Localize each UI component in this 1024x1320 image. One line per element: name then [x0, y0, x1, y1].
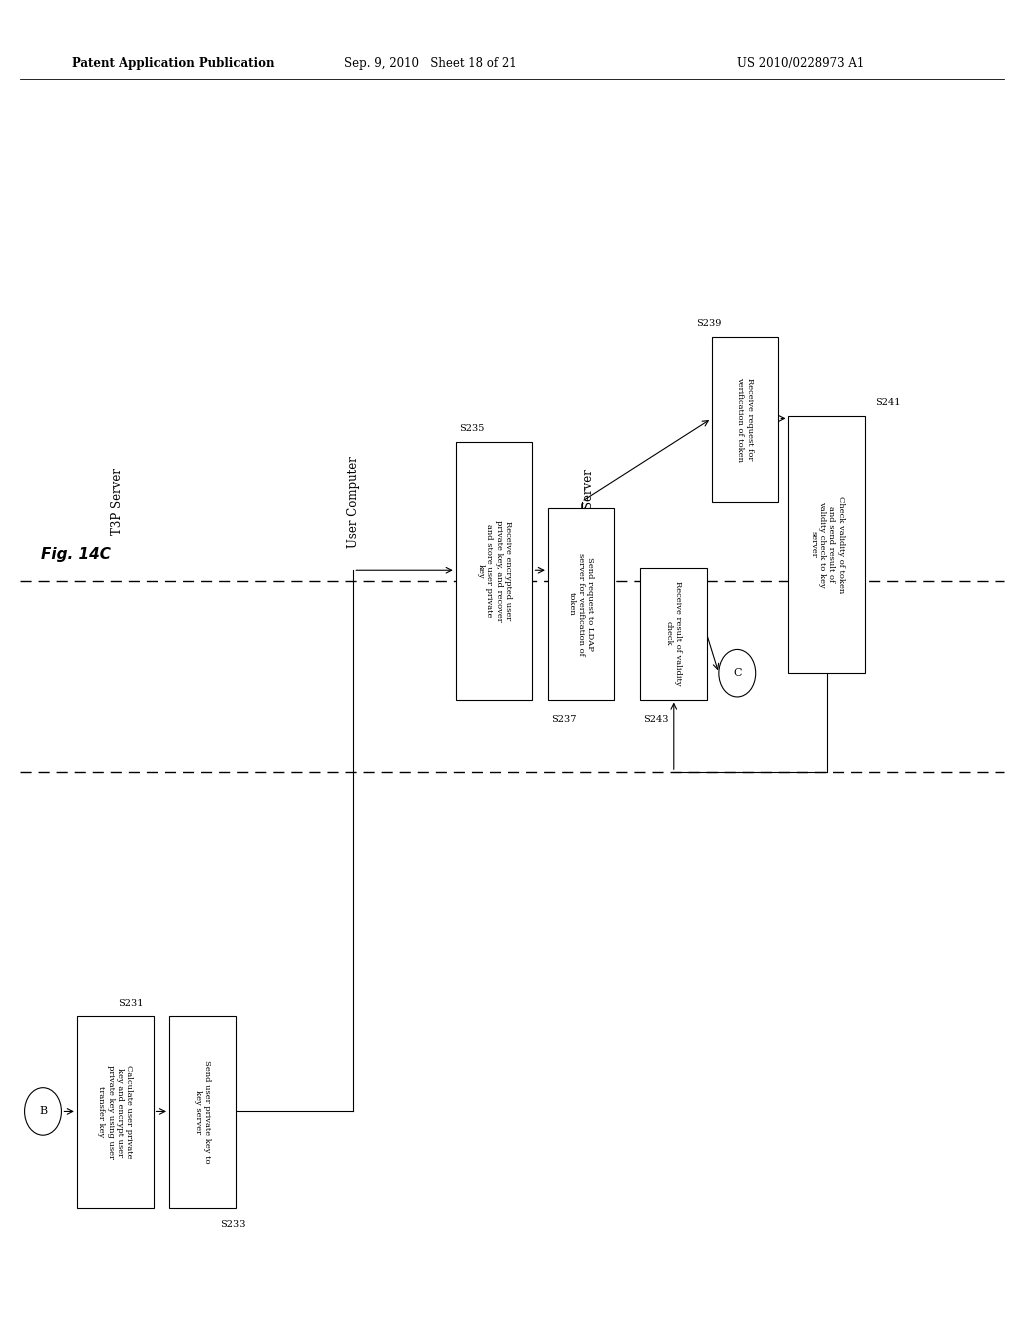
- Circle shape: [25, 1088, 61, 1135]
- Text: Patent Application Publication: Patent Application Publication: [72, 57, 274, 70]
- Text: Sep. 9, 2010   Sheet 18 of 21: Sep. 9, 2010 Sheet 18 of 21: [344, 57, 516, 70]
- Bar: [712, 337, 778, 502]
- Text: Send user private key to
key server: Send user private key to key server: [194, 1060, 211, 1164]
- Text: S237: S237: [551, 715, 577, 723]
- Text: LDAP Sever: LDAP Sever: [834, 466, 846, 537]
- Text: Receive result of validity
check: Receive result of validity check: [665, 581, 682, 686]
- Bar: [548, 508, 614, 700]
- Text: Check validity of token
and send result of
validity check to key
server: Check validity of token and send result …: [809, 496, 845, 593]
- Text: Key Server: Key Server: [583, 469, 595, 535]
- Text: S233: S233: [220, 1221, 246, 1229]
- Text: Calculate user private
key and encrypt user
private key using user
transfer key: Calculate user private key and encrypt u…: [97, 1065, 133, 1159]
- Text: Receive request for
verification of token: Receive request for verification of toke…: [736, 376, 754, 462]
- Text: Fig. 14C: Fig. 14C: [41, 546, 111, 562]
- Text: S235: S235: [459, 425, 484, 433]
- Text: B: B: [39, 1106, 47, 1117]
- Text: S239: S239: [696, 319, 722, 327]
- Bar: [169, 1016, 236, 1208]
- Text: Receive encrypted user
private key, and recover
and store user private
key: Receive encrypted user private key, and …: [476, 520, 512, 622]
- Text: Send request to LDAP
server for verification of
token: Send request to LDAP server for verifica…: [568, 553, 594, 655]
- Text: User Computer: User Computer: [347, 455, 359, 548]
- Text: US 2010/0228973 A1: US 2010/0228973 A1: [737, 57, 864, 70]
- Text: C: C: [733, 668, 741, 678]
- Bar: [788, 416, 865, 673]
- Text: S241: S241: [876, 399, 901, 407]
- Text: T3P Server: T3P Server: [112, 469, 124, 535]
- Bar: [640, 568, 707, 700]
- Circle shape: [719, 649, 756, 697]
- Text: S231: S231: [118, 999, 143, 1007]
- Bar: [456, 442, 532, 700]
- Bar: [77, 1016, 154, 1208]
- Text: S243: S243: [643, 715, 669, 723]
